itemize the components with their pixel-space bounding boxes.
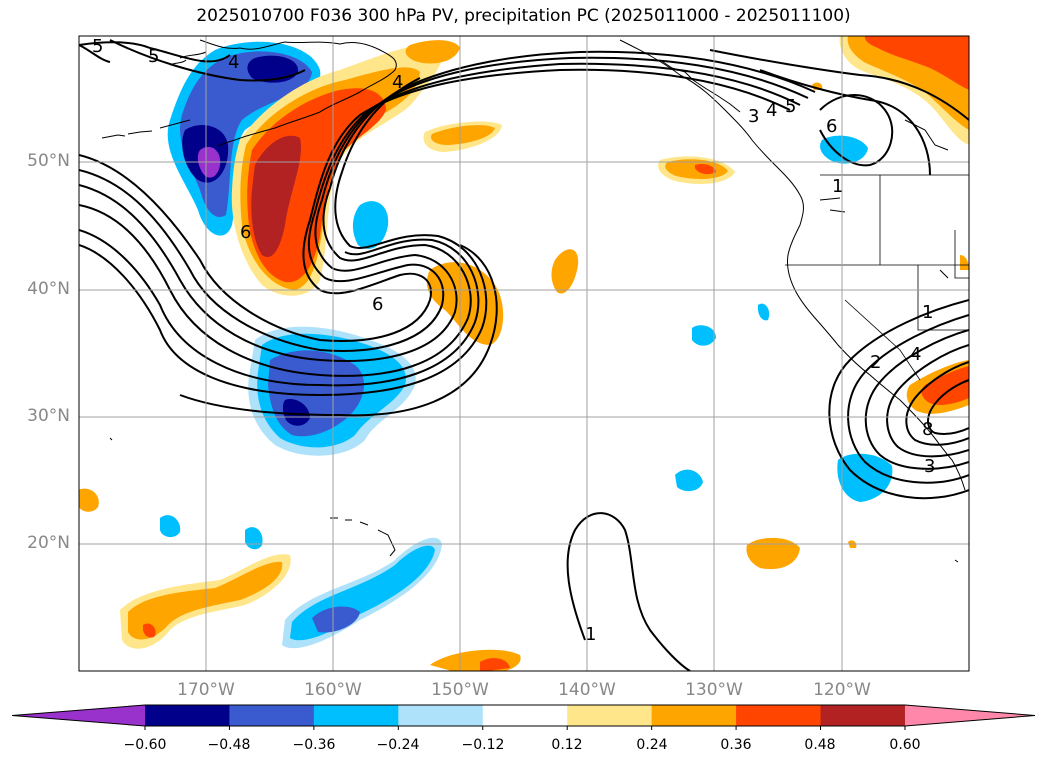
colorbar-tick-label: 0.60 bbox=[889, 737, 921, 753]
contour-label: 6 bbox=[826, 116, 837, 137]
colorbar-segment bbox=[482, 705, 568, 726]
colorbar-segment bbox=[145, 705, 230, 726]
colorbar-tick-label: −0.36 bbox=[292, 737, 336, 753]
colorbar-segment bbox=[567, 705, 653, 726]
colorbar-extend-high bbox=[904, 705, 1035, 726]
contour-label: 1 bbox=[832, 176, 843, 197]
lon-label: 150°W bbox=[431, 680, 489, 700]
lat-label: 20°N bbox=[27, 533, 70, 553]
contour-labels: 5 4 5 4 3 4 5 6 6 6 1 1 2 4 8 3 1 bbox=[92, 36, 935, 645]
lon-label: 140°W bbox=[558, 680, 616, 700]
lon-label: 170°W bbox=[177, 680, 235, 700]
colorbar-extend-low bbox=[12, 705, 145, 726]
contour-label: 4 bbox=[392, 72, 403, 93]
gridlines bbox=[79, 36, 969, 671]
lon-label: 130°W bbox=[685, 680, 743, 700]
contour-label: 8 bbox=[922, 419, 933, 440]
colorbar-tick-label: 0.12 bbox=[551, 737, 583, 753]
colorbar bbox=[11, 704, 1036, 730]
contour-label: 2 bbox=[870, 352, 881, 373]
colorbar-segment bbox=[736, 705, 822, 726]
contour-label: 5 bbox=[92, 36, 103, 57]
colorbar-segment bbox=[398, 705, 484, 726]
colorbar-tick-label: 0.48 bbox=[804, 737, 836, 753]
contour-label: 4 bbox=[766, 100, 777, 121]
colorbar-tick-label: −0.24 bbox=[376, 737, 420, 753]
map-panel: 5 4 5 4 3 4 5 6 6 6 1 1 2 4 8 3 1 bbox=[78, 35, 970, 672]
colorbar-tick-label: −0.12 bbox=[461, 737, 505, 753]
colorbar-segment bbox=[820, 705, 906, 726]
colorbar-tick-label: 0.24 bbox=[636, 737, 668, 753]
lon-label: 120°W bbox=[813, 680, 871, 700]
contour-label: 1 bbox=[922, 302, 933, 323]
contour-label: 6 bbox=[372, 294, 383, 315]
contour-label: 3 bbox=[748, 106, 759, 127]
contour-label: 6 bbox=[240, 222, 251, 243]
contour-label: 1 bbox=[585, 624, 596, 645]
colorbar-tick-label: −0.48 bbox=[207, 737, 251, 753]
lat-label: 40°N bbox=[27, 279, 70, 299]
contour-label: 4 bbox=[228, 52, 239, 73]
map-frame bbox=[78, 35, 970, 672]
contour-label: 5 bbox=[785, 96, 796, 117]
colorbar-segment bbox=[313, 705, 399, 726]
colorbar-tick-label: −0.60 bbox=[123, 737, 167, 753]
contour-label: 5 bbox=[148, 46, 159, 67]
state-borders bbox=[785, 174, 969, 381]
colorbar-segment bbox=[651, 705, 737, 726]
colorbar-segment bbox=[229, 705, 315, 726]
lat-label: 30°N bbox=[27, 406, 70, 426]
contour-label: 3 bbox=[924, 456, 935, 477]
lat-label: 50°N bbox=[27, 151, 70, 171]
pv-contours bbox=[79, 39, 969, 671]
map-title: 2025010700 F036 300 hPa PV, precipitatio… bbox=[196, 6, 851, 26]
colorbar-segments bbox=[11, 704, 1036, 730]
precipitation-shading bbox=[79, 36, 969, 671]
contour-label: 4 bbox=[910, 344, 921, 365]
colorbar-tick-label: 0.36 bbox=[720, 737, 752, 753]
lon-label: 160°W bbox=[304, 680, 362, 700]
